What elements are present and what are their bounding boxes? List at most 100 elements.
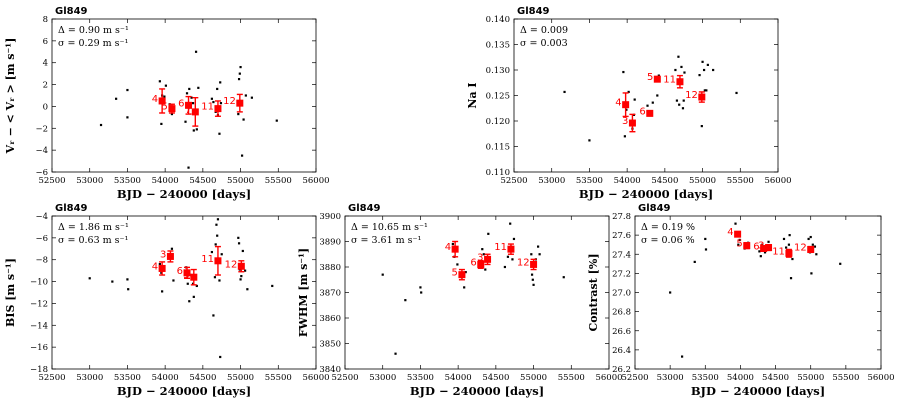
data-point — [218, 132, 221, 135]
data-point — [115, 97, 118, 100]
bin-marker — [743, 242, 751, 250]
y-tick-label: 3850 — [319, 340, 341, 350]
panel-4: 52500 53000 53500 54000 54500 55000 55500 56000… — [297, 203, 623, 398]
y-tick-label: 3860 — [319, 314, 341, 324]
x-tick-label: 56000 — [867, 373, 894, 383]
x-axis-label: BJD − 240000 [days] — [410, 384, 544, 398]
data-point — [219, 81, 222, 84]
panel-title: Gl849 — [55, 6, 88, 17]
bin-label: 12 — [223, 96, 236, 107]
data-point — [99, 123, 103, 127]
x-tick-label: 52500 — [38, 373, 65, 383]
data-point — [161, 290, 164, 293]
data-point — [215, 223, 218, 226]
bin-marker — [236, 99, 244, 107]
data-point — [127, 288, 130, 291]
bin-marker — [484, 255, 492, 263]
data-point — [188, 87, 191, 91]
x-tick-label: 54000 — [152, 373, 179, 383]
x-tick-label: 55500 — [558, 373, 585, 383]
data-point — [675, 99, 679, 102]
y-tick-label: 27.2 — [612, 269, 631, 279]
x-tick-label: 55500 — [727, 176, 754, 186]
x-tick-label: 54500 — [189, 373, 216, 383]
y-tick-label: 0.135 — [486, 41, 510, 51]
data-point — [646, 104, 649, 107]
data-point — [791, 257, 794, 261]
data-point — [164, 84, 167, 87]
bin-marker — [458, 271, 466, 279]
bin-marker — [785, 249, 793, 257]
x-tick-label: 55000 — [227, 176, 254, 186]
y-tick-label: 3890 — [319, 238, 341, 248]
bin-label: 12 — [685, 90, 698, 101]
x-tick-label: 55000 — [227, 373, 254, 383]
data-point — [212, 100, 215, 104]
data-point — [681, 107, 685, 110]
bin-label: 4 — [152, 94, 158, 105]
x-tick-label: 53000 — [369, 373, 396, 383]
x-axis-label: BJD − 240000 [days] — [691, 384, 825, 398]
panel-3: 52500 53000 53500 54000 54500 55000 55500 56000… — [4, 203, 330, 398]
x-tick-label: 54000 — [614, 176, 641, 186]
bin-marker — [185, 101, 193, 109]
data-point — [463, 286, 466, 289]
bin-marker — [628, 119, 636, 127]
data-point — [530, 253, 533, 256]
data-point — [785, 246, 788, 249]
bin-label: 7 — [185, 105, 191, 116]
bin-marker — [237, 262, 245, 270]
x-tick-label: 53000 — [657, 373, 684, 383]
x-tick-label: 54500 — [762, 373, 789, 383]
data-point — [456, 263, 459, 266]
panel-title: Gl849 — [638, 203, 671, 214]
bin-label: 5 — [452, 268, 458, 279]
x-tick-label: 55000 — [797, 373, 824, 383]
y-tick-label: −6 — [35, 168, 48, 178]
data-point — [509, 222, 512, 225]
x-tick-label: 53500 — [576, 176, 603, 186]
panel-title: Gl849 — [517, 6, 550, 17]
data-point — [588, 139, 591, 142]
data-point — [839, 262, 842, 265]
bin-marker — [807, 245, 815, 253]
x-tick-label: 54000 — [727, 373, 754, 383]
data-point — [242, 118, 245, 121]
data-point — [210, 250, 214, 254]
data-point — [246, 288, 249, 291]
data-point — [212, 314, 215, 317]
data-point — [506, 255, 510, 258]
bin-label: 6 — [753, 242, 759, 253]
data-point — [451, 242, 454, 246]
data-point — [712, 68, 715, 72]
bin-label: 12 — [225, 259, 238, 270]
data-point — [761, 243, 764, 246]
x-tick-label: 53500 — [114, 373, 141, 383]
data-point — [240, 154, 244, 157]
data-point — [238, 72, 241, 75]
stat-annotation: Δ = 0.009 — [520, 25, 568, 36]
bin-label: 5 — [162, 102, 168, 113]
data-point — [625, 108, 628, 111]
bin-marker — [477, 260, 485, 268]
data-point — [111, 280, 114, 283]
data-point — [633, 98, 636, 101]
data-point — [734, 222, 737, 225]
y-tick-label: 27.6 — [612, 231, 631, 241]
data-point — [657, 74, 660, 77]
x-tick-label: 56000 — [595, 373, 622, 383]
y-tick-label: 26.4 — [612, 346, 631, 356]
bin-label: 3 — [622, 116, 628, 127]
data-point — [192, 295, 195, 298]
data-point — [815, 253, 818, 256]
bin-label: 12 — [517, 257, 530, 268]
bin-marker — [653, 75, 661, 83]
y-axis-label: Na I — [466, 82, 479, 108]
data-point — [239, 278, 242, 281]
y-tick-label: −8 — [35, 256, 48, 266]
data-point — [216, 87, 219, 91]
stat-annotation: σ = 0.63 m s⁻¹ — [58, 235, 129, 246]
data-point — [219, 355, 222, 359]
y-tick-label: 0.110 — [486, 168, 510, 178]
